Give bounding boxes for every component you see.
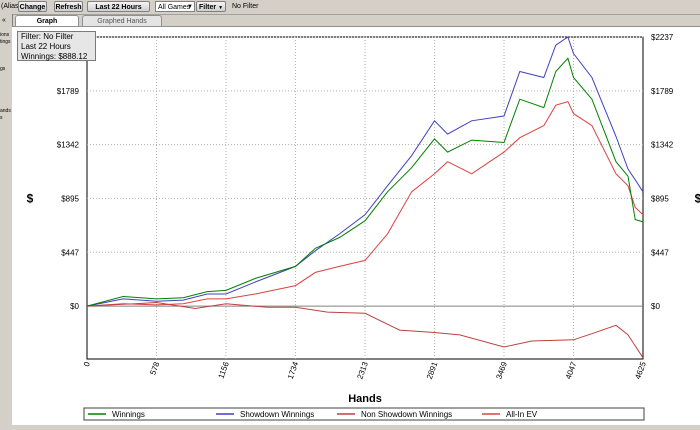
- change-button[interactable]: Change: [18, 1, 47, 12]
- y-tick-label-right: $1789: [651, 87, 674, 96]
- alias-label: (Alias): [1, 3, 21, 10]
- filter-status: No Filter: [232, 3, 259, 10]
- y-tick-label-right: $0: [651, 302, 660, 311]
- series-line-winnings: [86, 57, 644, 307]
- y-tick-label-right: $1342: [651, 141, 674, 150]
- chevron-down-icon: ▼: [187, 4, 193, 10]
- info-period: Last 22 Hours: [21, 42, 71, 51]
- plot-area: [86, 36, 644, 360]
- y-axis-label-right: $: [695, 191, 700, 205]
- x-tick-label: 2313: [355, 360, 370, 380]
- filter-button-label: Filter: [198, 4, 217, 11]
- winnings-chart: 0 578 1156 1734 2313 2891 3469 4047 4625 $0 $0 $447…: [27, 33, 700, 421]
- side-fragment: s: [0, 115, 3, 121]
- game-select[interactable]: All Games ▼: [155, 1, 195, 12]
- y-tick-label-left: $0: [70, 302, 79, 311]
- x-tick-label: 578: [148, 360, 161, 376]
- info-filter: Filter: No Filter: [21, 32, 74, 41]
- side-fragment: ions: [0, 32, 10, 38]
- refresh-button[interactable]: Refresh: [54, 1, 83, 12]
- tab-graphed-hands[interactable]: Graphed Hands: [82, 15, 162, 26]
- x-tick-label: 3469: [494, 360, 509, 380]
- side-fragment: gs: [0, 66, 6, 72]
- side-fragment: ands: [0, 108, 11, 114]
- y-tick-label-left: $1342: [57, 141, 80, 150]
- info-winnings: Winnings: $888.12: [21, 52, 88, 61]
- legend-box: [83, 407, 645, 421]
- legend-label: All-In EV: [506, 410, 538, 419]
- x-axis-label: Hands: [348, 393, 382, 405]
- tab-bar: Graph Graphed Hands: [12, 15, 700, 26]
- side-fragment: tings: [0, 39, 11, 45]
- y-tick-label-left: $1789: [57, 87, 80, 96]
- toolbar: (Alias) Change Refresh Last 22 Hours All…: [0, 0, 700, 15]
- filter-info-box: Filter: No Filter Last 22 Hours Winnings…: [17, 31, 96, 61]
- y-tick-label-right: $2237: [651, 33, 674, 42]
- x-tick-label: 4625: [633, 360, 648, 380]
- legend-label: Winnings: [112, 410, 145, 419]
- x-tick-label: 4047: [564, 360, 579, 380]
- filter-button[interactable]: Filter ▼: [196, 1, 226, 12]
- collapse-icon[interactable]: «: [2, 17, 6, 24]
- chevron-down-icon: ▼: [218, 5, 224, 11]
- series-line-non-showdown-winnings: [86, 301, 644, 359]
- period-button[interactable]: Last 22 Hours: [87, 1, 150, 12]
- series-line-all-in-ev: [86, 100, 644, 307]
- y-tick-label-left: $447: [61, 248, 79, 257]
- x-tick-label: 1734: [286, 360, 301, 380]
- graph-panel: 0 578 1156 1734 2313 2891 3469 4047 4625 $0 $0 $447…: [12, 26, 700, 425]
- game-select-value: All Games: [158, 4, 191, 11]
- x-tick-label: 0: [82, 360, 92, 368]
- y-axis-label-left: $: [27, 191, 34, 205]
- legend-label: Non Showdown Winnings: [361, 410, 452, 419]
- x-tick-label: 1156: [217, 360, 232, 380]
- legend-label: Showdown Winnings: [240, 410, 314, 419]
- series-line-showdown-winnings: [86, 36, 644, 307]
- y-tick-label-right: $447: [651, 248, 669, 257]
- y-tick-label-right: $895: [651, 194, 669, 203]
- x-tick-label: 2891: [425, 360, 440, 380]
- y-tick-label-left: $895: [61, 194, 79, 203]
- tab-graph[interactable]: Graph: [15, 15, 79, 26]
